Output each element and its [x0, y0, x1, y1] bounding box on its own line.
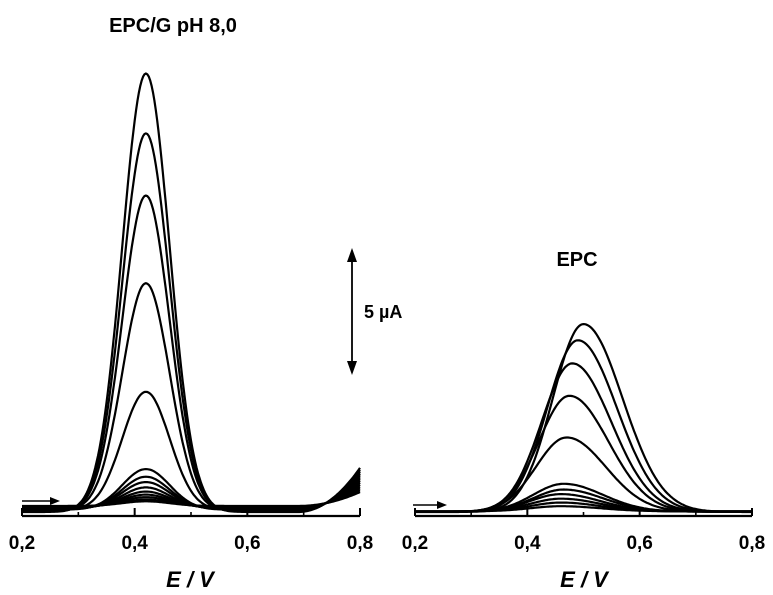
series-line: [415, 505, 752, 513]
scan-direction-arrow: [22, 497, 60, 505]
x-tick-label: 0,4: [514, 533, 541, 554]
x-tick-label: 0,6: [626, 533, 652, 554]
curves-group: [22, 72, 361, 514]
chart-title: EPC/G pH 8,0: [109, 15, 237, 37]
x-tick-label: 0,2: [402, 533, 428, 554]
series-line: [415, 362, 752, 513]
x-tick-label: 0,2: [9, 533, 35, 554]
x-tick-label: 0,4: [121, 533, 148, 554]
curves-group: [415, 322, 752, 514]
series-line: [415, 394, 752, 513]
series-line: [22, 282, 361, 512]
scan-direction-arrow: [413, 501, 447, 509]
series-line: [415, 322, 752, 514]
panel-epc: EPC 0,2 0,4 0,6 0,8 E / V: [402, 249, 765, 592]
x-axis-label: E / V: [166, 567, 216, 592]
scale-bar: 5 µA: [347, 248, 402, 375]
x-axis-label: E / V: [560, 567, 610, 592]
x-tick-label: 0,8: [347, 533, 373, 554]
panel-epcg: EPC/G pH 8,0 0,2 0,4 0,6 0,8 E / V: [9, 15, 373, 592]
series-line: [22, 491, 361, 508]
x-axis: 0,2 0,4 0,6 0,8: [9, 508, 373, 554]
x-tick-label: 0,6: [234, 533, 260, 554]
chart-title: EPC: [556, 249, 597, 271]
series-line: [22, 194, 361, 513]
x-tick-label: 0,8: [739, 533, 765, 554]
x-axis: 0,2 0,4 0,6 0,8: [402, 508, 765, 554]
scale-bar-label: 5 µA: [364, 302, 402, 322]
